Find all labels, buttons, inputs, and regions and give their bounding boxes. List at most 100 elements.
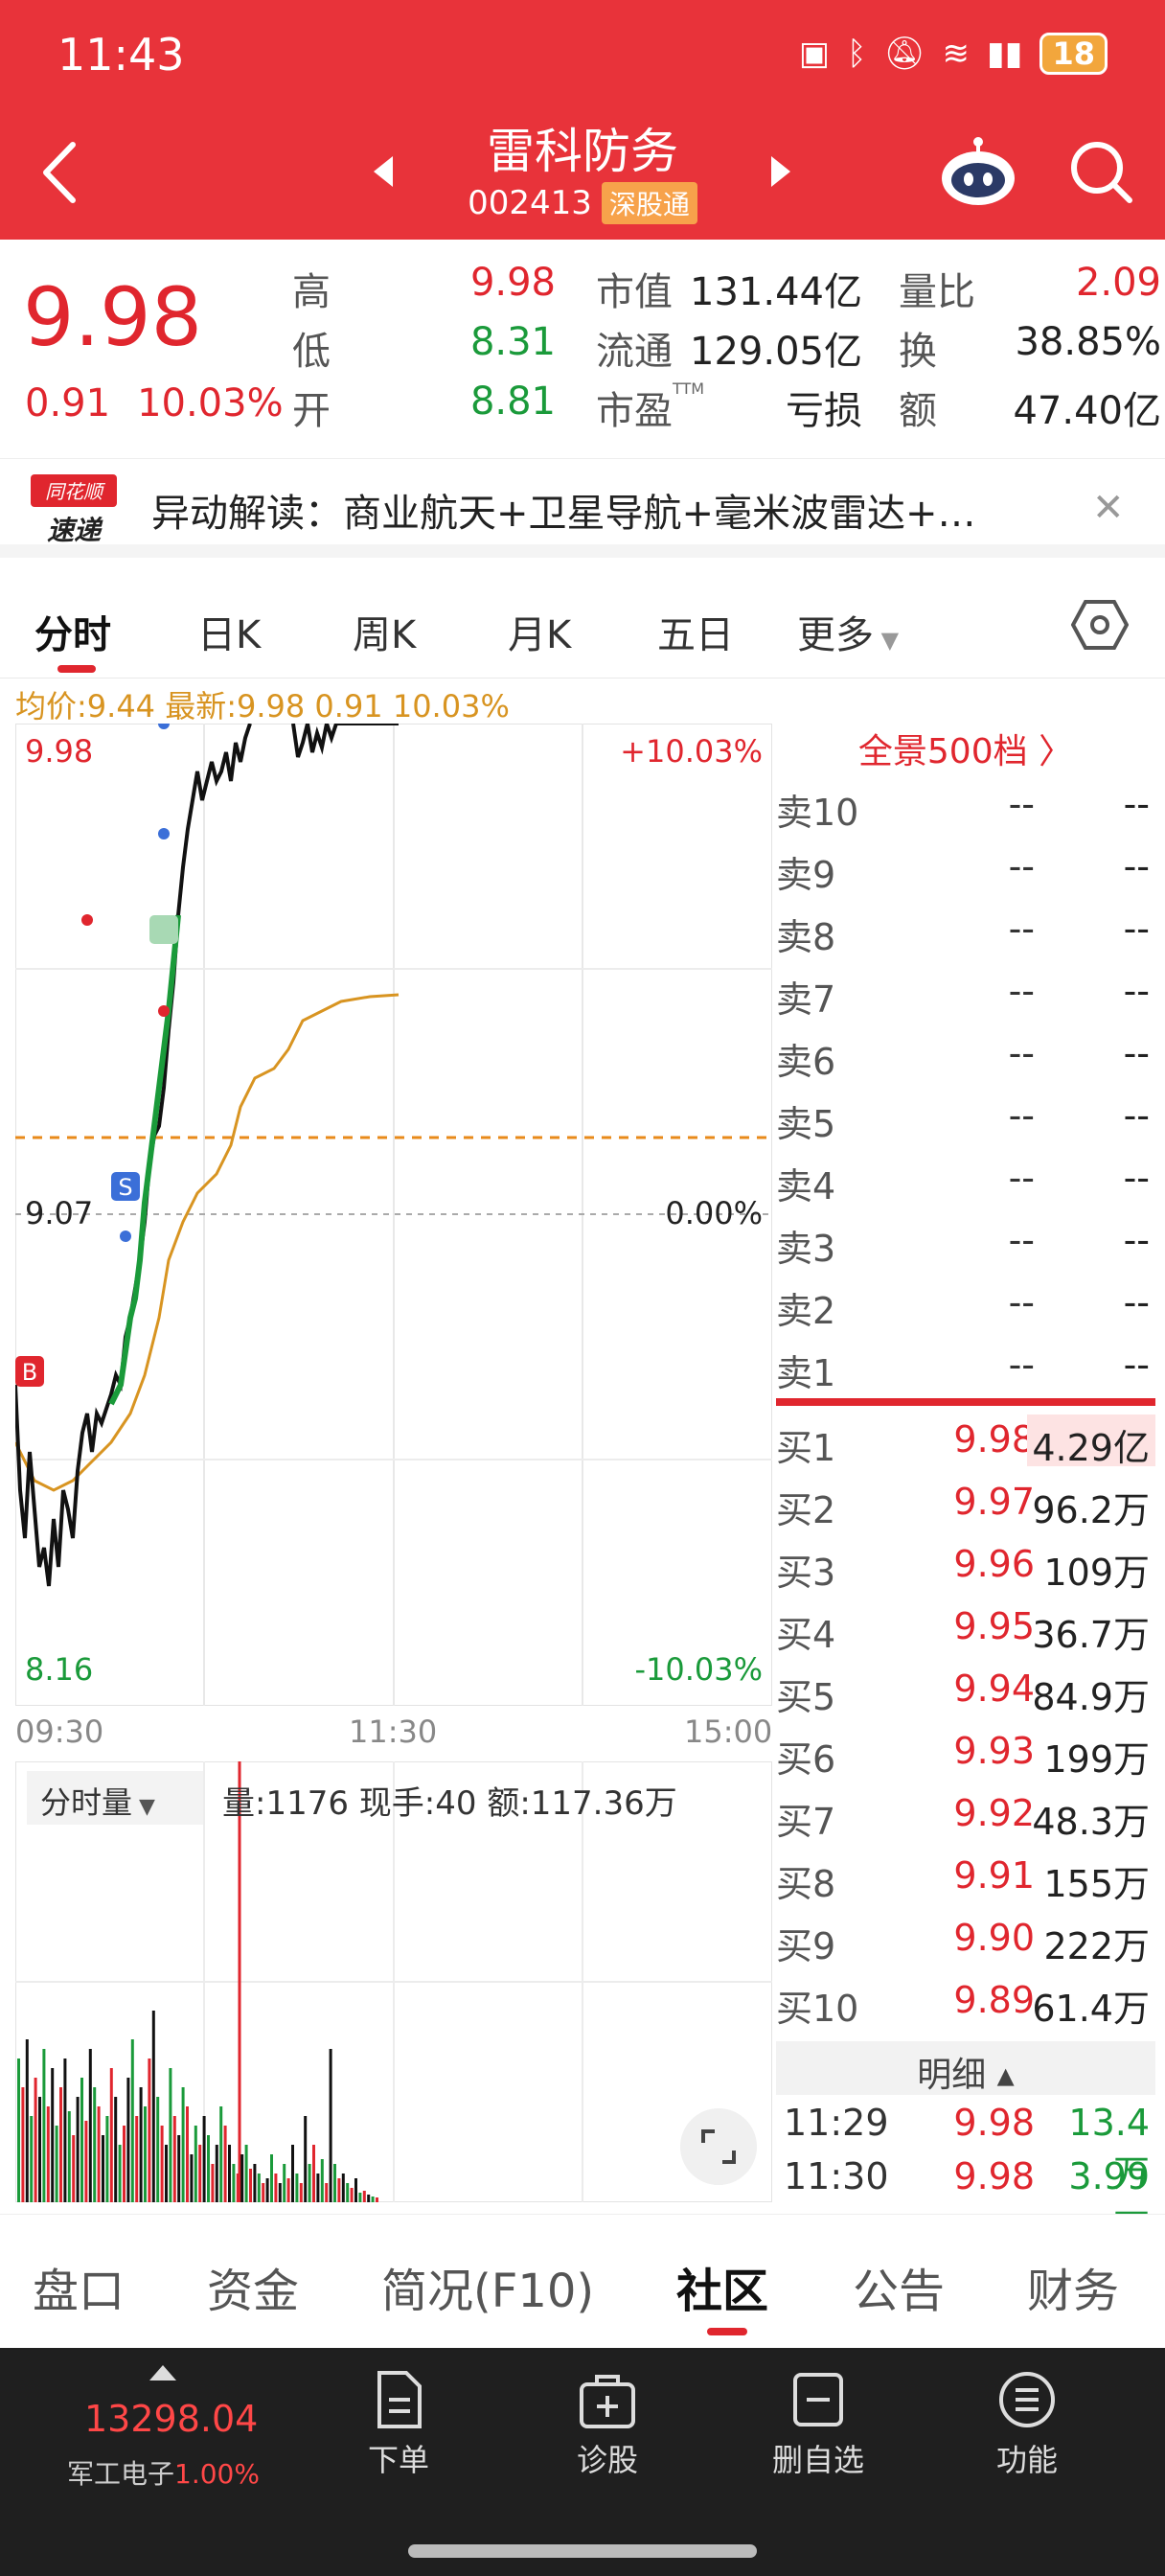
volume-bar — [80, 2078, 83, 2202]
tab-community[interactable]: 社区 — [676, 2265, 769, 2318]
medical-kit-icon — [580, 2375, 635, 2428]
back-arrow-icon[interactable] — [38, 139, 80, 206]
low-label: 低 — [292, 330, 331, 374]
buy-marker-label: B — [22, 1359, 37, 1386]
volume-bar — [102, 2135, 104, 2202]
bid-row[interactable]: 买2 9.97 96.2万 — [776, 1471, 1155, 1532]
ask-level-label: 卖2 — [776, 1290, 836, 1332]
ask-price: -- — [1008, 1094, 1035, 1137]
intraday-chart[interactable]: S B 9.98 +10.03% 9.07 0.00% 8.16 -10.03% — [13, 716, 773, 1707]
pe-value: 亏损 — [786, 389, 862, 433]
bid-row[interactable]: 买3 9.96 109万 — [776, 1533, 1155, 1595]
bid-row[interactable]: 买10 9.89 61.4万 — [776, 1969, 1155, 2031]
functions-button[interactable]: 功能 — [960, 2369, 1094, 2480]
stock-code: 002413 — [468, 184, 592, 222]
ask-row[interactable]: 卖4 -- -- — [776, 1147, 1155, 1208]
volume-bar — [253, 2164, 257, 2202]
prev-stock-arrow-icon[interactable] — [374, 156, 393, 187]
ask-level-label: 卖1 — [776, 1352, 836, 1394]
ask-row[interactable]: 卖6 -- -- — [776, 1023, 1155, 1084]
place-order-button[interactable]: 下单 — [331, 2369, 466, 2480]
tab-five-day[interactable]: 五日 — [657, 613, 734, 657]
ask-row[interactable]: 卖1 -- -- — [776, 1334, 1155, 1395]
volume-bar — [249, 2169, 252, 2202]
remove-watchlist-button[interactable]: 删自选 — [751, 2369, 885, 2480]
tab-profile-f10[interactable]: 简况(F10) — [381, 2265, 595, 2318]
bid-volume: 222万 — [1043, 1925, 1150, 1967]
chevron-down-icon: ▼ — [132, 1795, 155, 1819]
bid-volume: 61.4万 — [1032, 1988, 1150, 2030]
close-icon[interactable]: ✕ — [1092, 486, 1125, 530]
ask-row[interactable]: 卖2 -- -- — [776, 1272, 1155, 1333]
ask-row[interactable]: 卖10 -- -- — [776, 773, 1155, 835]
ask-row[interactable]: 卖3 -- -- — [776, 1209, 1155, 1271]
bid-row[interactable]: 买5 9.94 84.9万 — [776, 1658, 1155, 1719]
tab-daily-k[interactable]: 日K — [197, 613, 262, 657]
news-ticker[interactable]: 同花顺 速递 异动解读：商业航天+卫星导航+毫米波雷达+… ✕ — [0, 458, 1165, 558]
open-label: 开 — [292, 389, 331, 433]
bid-row[interactable]: 买6 9.93 199万 — [776, 1720, 1155, 1782]
volume-bar — [299, 2183, 303, 2202]
news-text[interactable]: 异动解读：商业航天+卫星导航+毫米波雷达+… — [151, 492, 976, 536]
volume-bar — [144, 2106, 147, 2202]
expand-up-icon[interactable] — [149, 2365, 176, 2380]
tab-monthly-k[interactable]: 月K — [508, 613, 572, 657]
tab-funds[interactable]: 资金 — [207, 2265, 300, 2318]
volume-bar — [219, 2106, 223, 2202]
robot-assistant-icon[interactable] — [939, 134, 1017, 207]
ask-row[interactable]: 卖7 -- -- — [776, 960, 1155, 1022]
sector-index-name[interactable]: 军工电子1.00% — [67, 2458, 260, 2490]
next-stock-arrow-icon[interactable] — [771, 156, 790, 187]
bid-volume: 96.2万 — [1032, 1489, 1150, 1531]
price-axis-top: 9.98 — [25, 733, 94, 770]
home-indicator[interactable] — [408, 2544, 757, 2558]
tab-order-book[interactable]: 盘口 — [33, 2265, 126, 2318]
sector-index-value[interactable]: 13298.04 — [84, 2398, 259, 2440]
diagnose-stock-button[interactable]: 诊股 — [540, 2369, 674, 2480]
volume-bar — [278, 2183, 282, 2202]
bid-row[interactable]: 买7 9.92 48.3万 — [776, 1782, 1155, 1844]
ask-row[interactable]: 卖8 -- -- — [776, 898, 1155, 959]
fullscreen-expand-icon[interactable] — [680, 2108, 757, 2185]
volume-bar — [223, 2126, 227, 2202]
detail-toggle[interactable]: 明细 ▴ — [776, 2041, 1155, 2095]
amount-value: 47.40亿 — [1013, 389, 1161, 433]
volume-bar — [367, 2195, 371, 2202]
price-axis-bottom: 8.16 — [25, 1651, 94, 1688]
bid-row[interactable]: 买4 9.95 36.7万 — [776, 1596, 1155, 1657]
volume-type-dropdown[interactable]: 分时量 ▼ — [27, 1771, 203, 1825]
tab-announcements[interactable]: 公告 — [853, 2265, 946, 2318]
volume-bar — [341, 2174, 345, 2202]
volume-ratio-value: 2.09 — [1075, 261, 1161, 305]
news-logo-bottom: 速递 — [47, 515, 103, 546]
tonghuashun-express-logo: 同花顺 速递 — [31, 474, 117, 546]
ask-row[interactable]: 卖9 -- -- — [776, 836, 1155, 897]
tab-weekly-k[interactable]: 周K — [353, 613, 417, 657]
bid-price: 9.95 — [953, 1605, 1035, 1647]
volume-bar — [257, 2174, 261, 2202]
bid-volume: 199万 — [1043, 1738, 1150, 1781]
search-icon[interactable] — [1068, 139, 1135, 206]
bid-row[interactable]: 买1 9.98 4.29亿 — [776, 1409, 1155, 1470]
chart-info-line: 均价:9.44 最新:9.98 0.91 10.03% — [15, 688, 510, 724]
change-amount: 0.91 — [25, 381, 111, 426]
tab-intraday[interactable]: 分时 — [34, 613, 111, 657]
settings-hexagon-icon[interactable] — [1071, 596, 1129, 654]
ask-volume: -- — [1123, 783, 1150, 825]
chevron-down-icon: ▼ — [874, 627, 900, 654]
bid-row[interactable]: 买9 9.90 222万 — [776, 1907, 1155, 1968]
ask-row[interactable]: 卖5 -- -- — [776, 1085, 1155, 1146]
volume-bar — [25, 2039, 29, 2202]
ask-level-label: 卖6 — [776, 1041, 836, 1083]
volume-bar — [59, 2087, 62, 2202]
price-dot — [158, 828, 170, 840]
bottom-dock: 13298.04 军工电子1.00% 下单 诊股 删自选 功能 — [0, 2348, 1165, 2576]
price-dot — [158, 718, 170, 729]
full-depth-button[interactable]: 全景500档 〉 — [857, 732, 1074, 771]
bid-level-label: 买2 — [776, 1489, 836, 1531]
tab-more[interactable]: 更多 ▼ — [797, 613, 900, 657]
change-percent: 10.03% — [137, 381, 284, 426]
volume-bar — [55, 2126, 58, 2202]
tab-financials[interactable]: 财务 — [1027, 2265, 1120, 2318]
bid-row[interactable]: 买8 9.91 155万 — [776, 1845, 1155, 1906]
